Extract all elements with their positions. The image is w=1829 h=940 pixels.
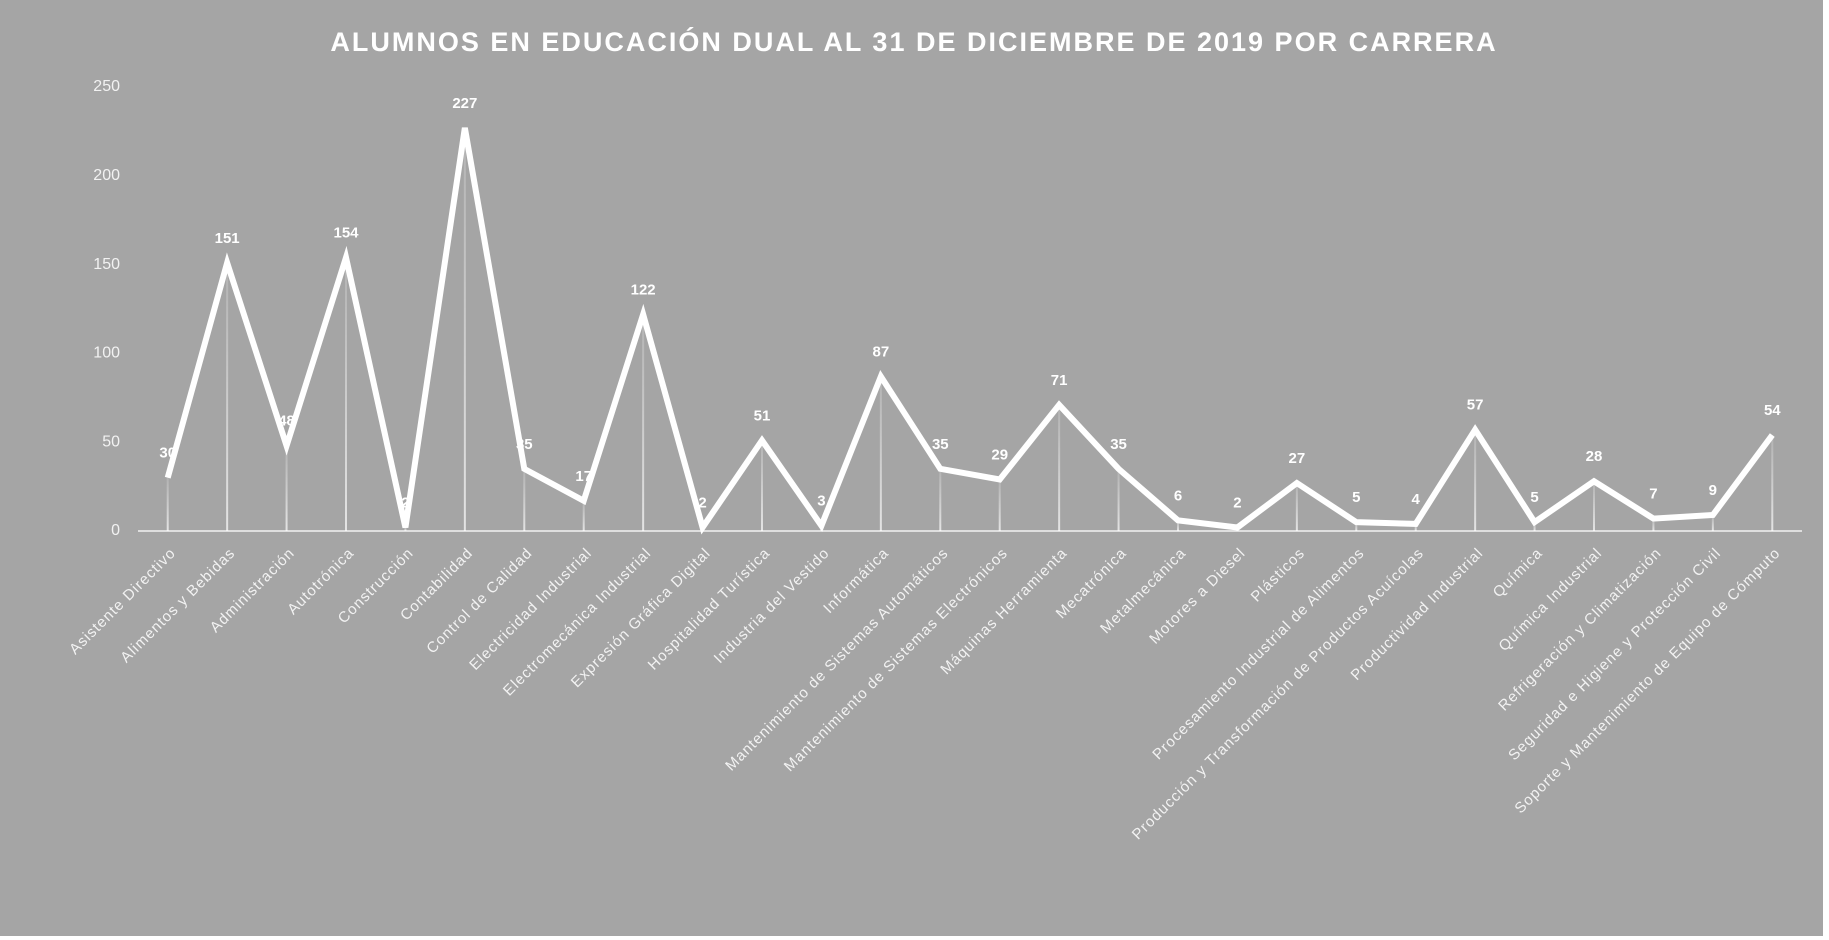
drop-line — [345, 257, 347, 531]
y-tick-label: 50 — [102, 433, 120, 450]
y-tick-label: 150 — [93, 256, 120, 273]
data-label: 227 — [452, 95, 477, 112]
drop-line — [523, 468, 526, 531]
drop-line — [226, 262, 229, 531]
data-label: 5 — [1530, 489, 1538, 506]
drop-line — [285, 445, 288, 531]
data-label: 122 — [631, 281, 656, 298]
drop-line — [1295, 483, 1298, 531]
drop-line — [998, 479, 1001, 531]
y-tick-label: 250 — [93, 78, 120, 95]
drop-line — [939, 468, 942, 531]
data-label: 30 — [159, 445, 176, 462]
data-label: 6 — [1174, 487, 1182, 504]
drop-line — [1058, 404, 1061, 531]
data-label: 9 — [1709, 482, 1717, 499]
data-label: 28 — [1586, 448, 1603, 465]
data-label: 35 — [516, 436, 533, 453]
drop-line — [1593, 481, 1595, 531]
drop-line — [404, 527, 407, 531]
drop-line — [1711, 515, 1714, 531]
drop-line — [1652, 518, 1655, 531]
drop-line — [1117, 468, 1120, 531]
drop-line — [1414, 523, 1417, 531]
y-tick-label: 200 — [93, 167, 120, 184]
data-label: 48 — [278, 413, 295, 430]
data-label: 87 — [873, 343, 890, 360]
data-label: 3 — [817, 493, 825, 510]
drop-line — [166, 477, 169, 531]
data-label: 2 — [1233, 494, 1241, 511]
data-label: 2 — [698, 494, 706, 511]
data-label: 71 — [1051, 372, 1068, 389]
drop-line — [582, 500, 585, 531]
drop-line — [1474, 429, 1477, 531]
data-label: 17 — [575, 468, 592, 485]
data-label: 7 — [1649, 486, 1657, 503]
drop-line — [1177, 520, 1179, 531]
drop-line — [642, 314, 645, 531]
drop-line — [761, 440, 763, 531]
data-label: 2 — [401, 494, 409, 511]
drop-line — [1771, 435, 1774, 531]
data-line — [164, 127, 1775, 535]
drop-line — [879, 376, 882, 531]
data-label: 35 — [932, 436, 949, 453]
data-label: 57 — [1467, 397, 1484, 414]
data-label: 54 — [1764, 402, 1781, 419]
drop-line — [463, 127, 466, 532]
drop-line — [1355, 522, 1358, 531]
data-label: 51 — [754, 407, 771, 424]
drop-line — [1533, 522, 1536, 531]
data-label: 151 — [215, 230, 240, 247]
data-label: 154 — [333, 224, 359, 241]
chart-title: ALUMNOS EN EDUCACIÓN DUAL AL 31 DE DICIE… — [330, 26, 1497, 57]
data-label: 5 — [1352, 489, 1360, 506]
y-tick-label: 0 — [111, 522, 120, 539]
data-label: 4 — [1412, 491, 1421, 508]
data-label: 35 — [1110, 436, 1127, 453]
data-label: 29 — [991, 446, 1008, 463]
data-label: 27 — [1289, 450, 1306, 467]
y-tick-label: 100 — [93, 345, 120, 362]
